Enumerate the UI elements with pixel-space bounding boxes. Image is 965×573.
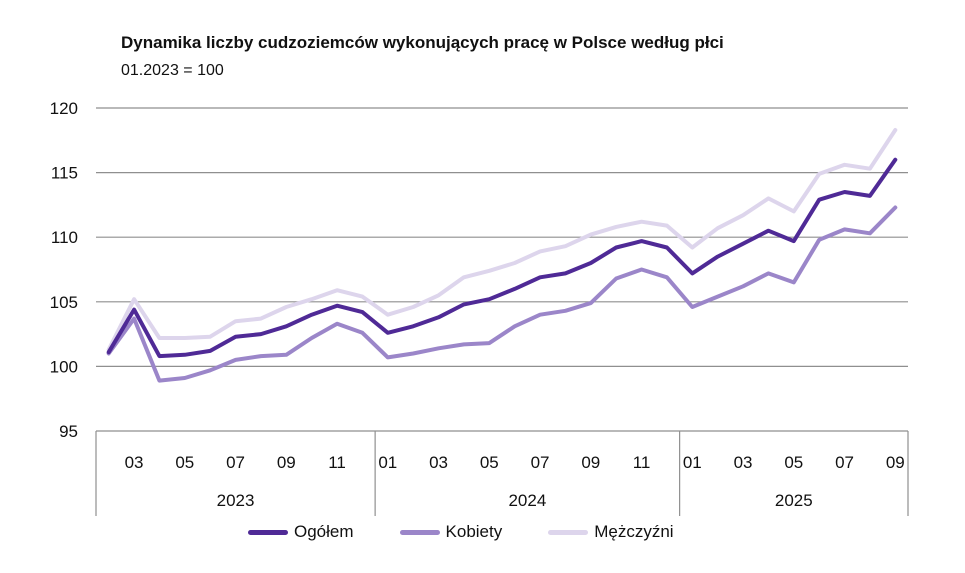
legend-item-ogolem: Ogółem	[248, 522, 354, 542]
x-tick-label-1: 03	[125, 453, 144, 472]
x-tick-label-17: 07	[531, 453, 550, 472]
y-tick-label-100: 100	[50, 357, 78, 376]
x-tick-label-3: 05	[175, 453, 194, 472]
x-tick-label-29: 07	[835, 453, 854, 472]
series-line-mczyni	[106, 128, 898, 352]
legend-label-ogolem: Ogółem	[294, 522, 354, 541]
x-tick-label-7: 09	[277, 453, 296, 472]
x-tick-label-31: 09	[886, 453, 905, 472]
chart-title: Dynamika liczby cudzoziemców wykonującyc…	[121, 33, 724, 52]
x-tick-label-19: 09	[581, 453, 600, 472]
y-tick-label-120: 120	[50, 99, 78, 118]
year-label-2023: 2023	[217, 491, 255, 510]
x-tick-label-23: 01	[683, 453, 702, 472]
legend-swatch-ogolem	[248, 529, 288, 535]
y-tick-label-105: 105	[50, 293, 78, 312]
x-tick-label-21: 11	[633, 453, 651, 472]
x-tick-label-9: 11	[328, 453, 346, 472]
x-tick-label-25: 03	[734, 453, 753, 472]
legend-label-kobiety: Kobiety	[445, 522, 503, 541]
legend-item-mezczyzni: Mężczyźni	[548, 522, 674, 542]
x-tick-label-13: 03	[429, 453, 448, 472]
legend-item-kobiety: Kobiety	[399, 522, 503, 542]
series-line-kobiety	[106, 205, 898, 383]
x-tick-label-15: 05	[480, 453, 499, 472]
chart-legend: Ogółem Kobiety Mężczyźni	[248, 522, 674, 542]
chart-subtitle: 01.2023 = 100	[121, 62, 224, 79]
y-tick-label-95: 95	[59, 422, 78, 441]
x-tick-label-11: 01	[378, 453, 397, 472]
y-tick-label-110: 110	[51, 228, 78, 247]
year-label-2025: 2025	[775, 491, 813, 510]
series-line-ogem	[106, 157, 898, 359]
year-label-2024: 2024	[508, 491, 546, 510]
y-tick-label-115: 115	[51, 164, 78, 183]
legend-swatch-kobiety	[399, 529, 440, 535]
x-tick-label-5: 07	[226, 453, 245, 472]
legend-swatch-mezczyzni	[548, 529, 589, 535]
legend-label-mezczyzni: Mężczyźni	[594, 522, 674, 541]
x-tick-label-27: 05	[784, 453, 803, 472]
